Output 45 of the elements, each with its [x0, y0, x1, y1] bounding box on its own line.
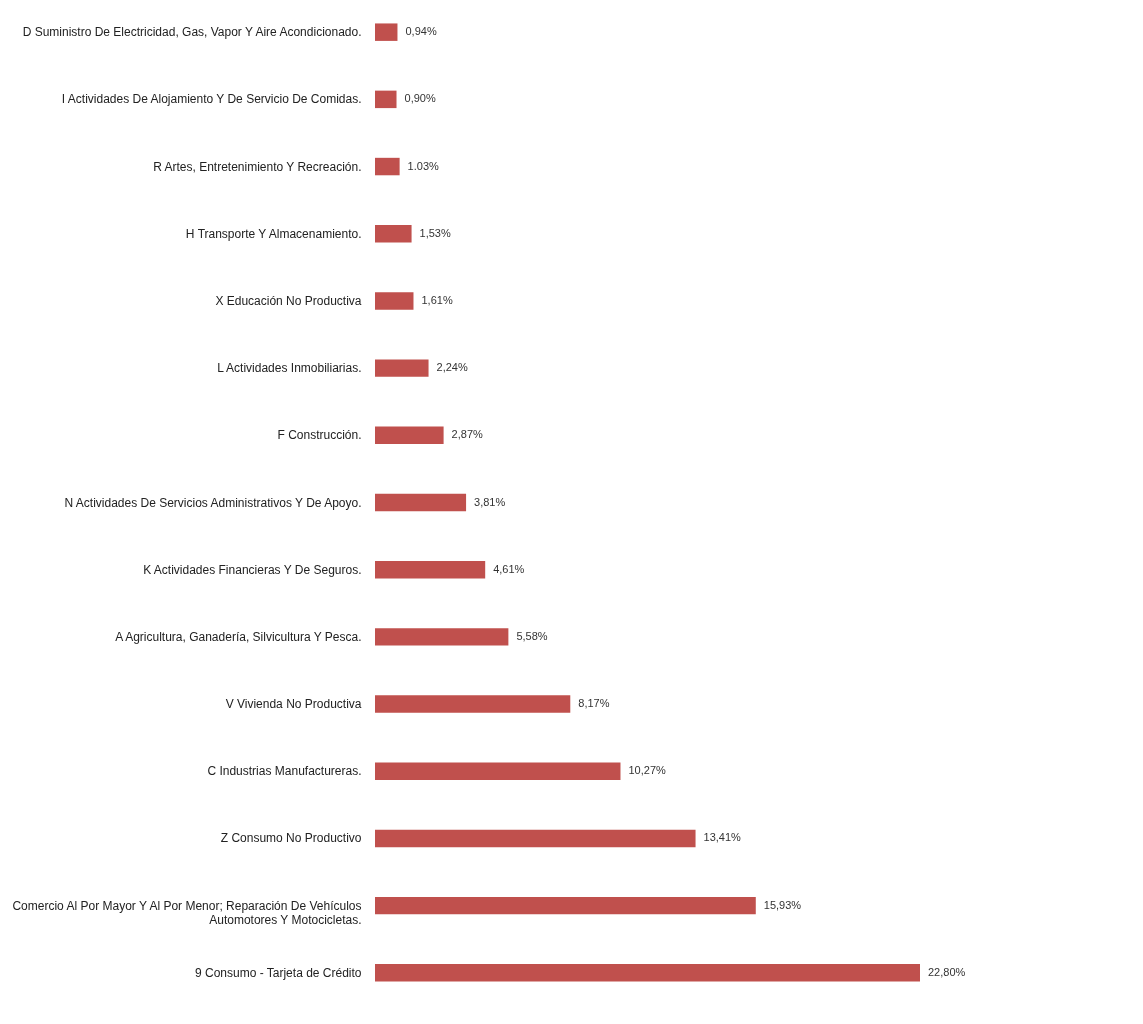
bar	[375, 225, 412, 243]
bar	[375, 762, 621, 780]
y-tick-label: A Agricultura, Ganadería, Silvicultura Y Pesca.	[115, 629, 362, 644]
y-tick-label: L Actividades Inmobiliarias.	[217, 361, 362, 376]
bar	[375, 896, 756, 915]
data-label: 10,27%	[628, 764, 667, 777]
bar	[375, 628, 509, 646]
data-label: 1.03%	[407, 159, 440, 172]
data-label: 13,41%	[703, 831, 742, 844]
y-tick-label: C Industrias Manufactureras.	[207, 764, 362, 779]
data-label: 8,17%	[578, 697, 610, 710]
bar	[375, 560, 486, 579]
y-tick-label: H Transporte Y Almacenamiento.	[185, 226, 362, 241]
bar	[375, 695, 571, 713]
bar	[375, 426, 444, 445]
data-label: 1,61%	[421, 293, 453, 306]
y-tick-label: R Artes, Entretenimiento Y Recreación.	[153, 159, 362, 174]
data-label: 2,24%	[436, 361, 468, 374]
y-tick-label: Comercio Al Por Mayor Y Al Por Menor; Reparación De Vehículos Automotores Y Motocicletas.	[12, 898, 362, 927]
bar	[375, 23, 398, 41]
bar	[375, 964, 920, 982]
y-tick-label: I Actividades De Alojamiento Y De Servicio De Comidas.	[61, 92, 362, 107]
bar	[375, 90, 397, 109]
bar	[375, 829, 696, 848]
data-label: 22,80%	[928, 965, 966, 978]
y-tick-label: Z Consumo No Productivo	[220, 831, 362, 846]
data-label: 0,90%	[404, 92, 436, 105]
y-tick-label: F Construcción.	[277, 428, 362, 443]
bar	[375, 292, 414, 310]
y-tick-label: N Actividades De Servicios Administrativos Y De Apoyo.	[64, 495, 362, 510]
data-label: 4,61%	[493, 562, 525, 575]
y-tick-label: K Actividades Financieras Y De Seguros.	[143, 562, 362, 577]
data-label: 15,93%	[763, 898, 802, 911]
data-label: 5,58%	[516, 629, 548, 642]
y-tick-label: 9 Consumo - Tarjeta de Crédito	[194, 965, 362, 980]
y-tick-label: D Suministro De Electricidad, Gas, Vapor Y Aire Acondicionado.	[22, 25, 362, 40]
y-tick-label: V Vivienda No Productiva	[225, 697, 362, 712]
data-label: 0,94%	[405, 25, 437, 38]
data-label: 3,81%	[474, 495, 506, 508]
data-label: 1,53%	[419, 226, 451, 239]
bar	[375, 359, 429, 377]
bar	[375, 157, 400, 176]
bar	[375, 493, 467, 512]
data-label: 2,87%	[451, 428, 484, 441]
y-tick-label: X Educación No Productiva	[215, 293, 362, 308]
